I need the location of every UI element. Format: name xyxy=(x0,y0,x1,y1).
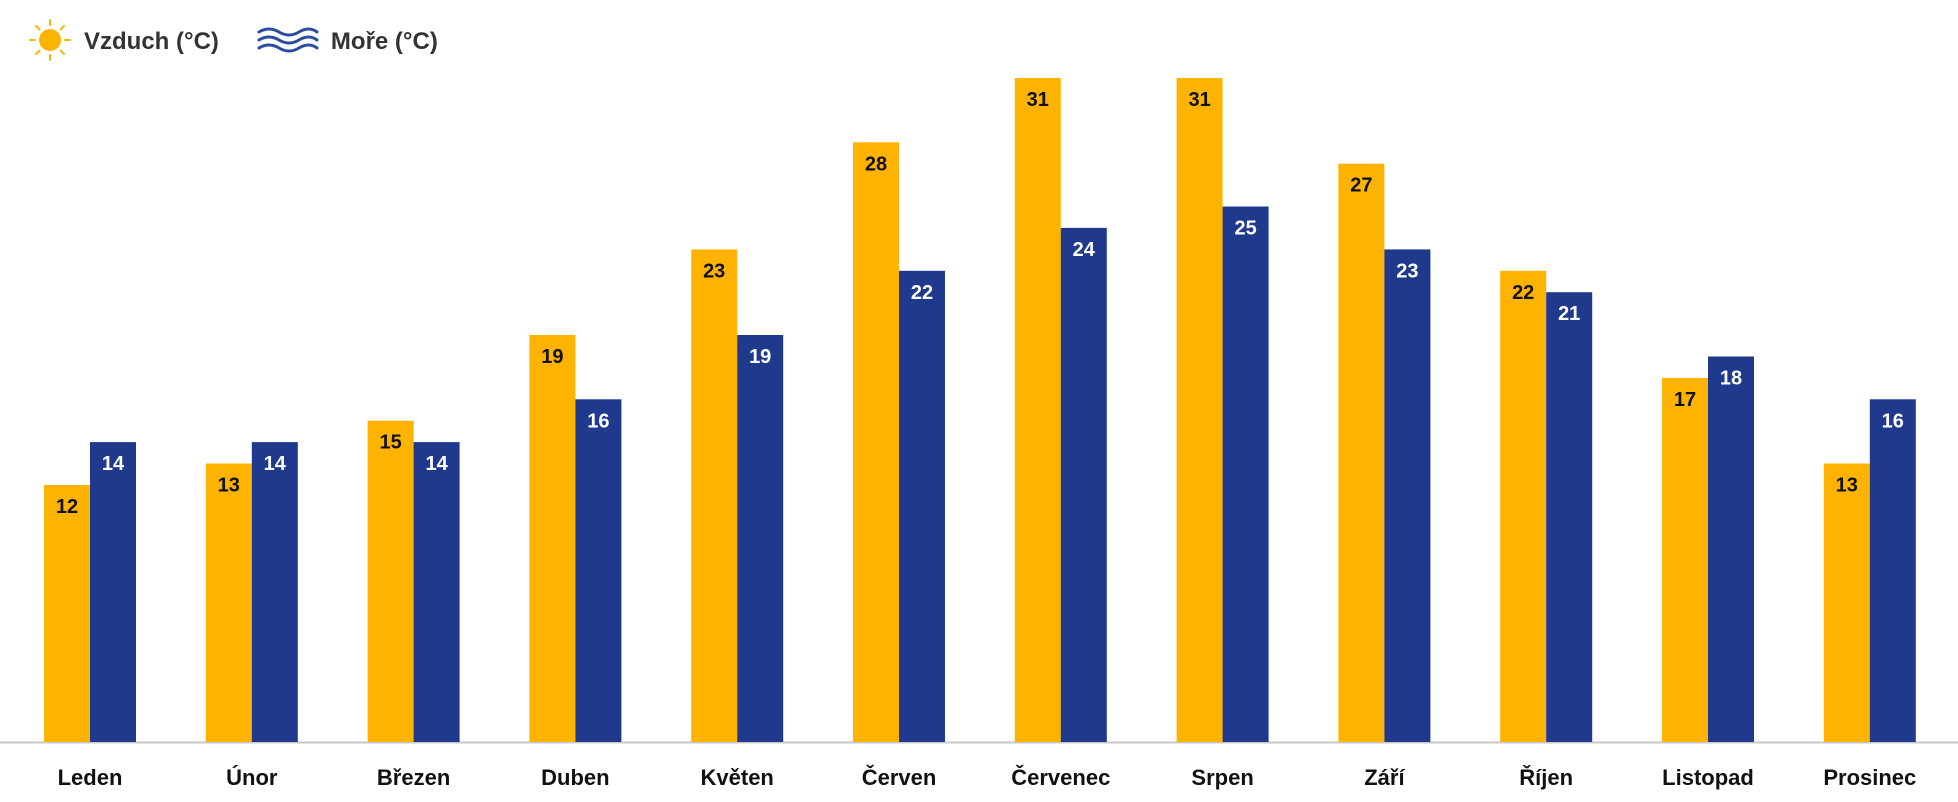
bar-air-3 xyxy=(367,420,414,742)
x-tick-label-8: Srpen xyxy=(1191,765,1253,790)
x-tick-label-11: Listopad xyxy=(1662,765,1754,790)
legend-label-air: Vzduch (°C) xyxy=(84,28,219,55)
x-tick-label-4: Duben xyxy=(541,765,609,790)
data-label-air-7: 31 xyxy=(1027,89,1049,111)
data-label-sea-9: 23 xyxy=(1396,260,1418,282)
legend: Vzduch (°C) Moře (°C) xyxy=(28,18,476,63)
legend-label-sea: Moře (°C) xyxy=(330,28,438,55)
bar-sea-11 xyxy=(1708,356,1754,742)
bar-air-9 xyxy=(1338,163,1385,742)
data-label-sea-4: 16 xyxy=(587,410,609,432)
bar-sea-8 xyxy=(1222,206,1269,742)
x-tick-label-2: Únor xyxy=(226,765,278,790)
sun-icon xyxy=(28,18,72,67)
bar-air-8 xyxy=(1176,78,1223,742)
bar-sea-2 xyxy=(251,442,298,742)
x-tick-label-1: Leden xyxy=(58,765,123,790)
x-tick-label-6: Červen xyxy=(862,765,937,790)
data-label-sea-1: 14 xyxy=(102,453,125,475)
x-tick-label-12: Prosinec xyxy=(1823,765,1916,790)
bar-air-6 xyxy=(853,142,899,743)
data-label-sea-11: 18 xyxy=(1720,368,1742,390)
x-tick-label-9: Září xyxy=(1364,765,1405,790)
bar-air-7 xyxy=(1014,78,1061,742)
data-label-sea-5: 19 xyxy=(749,346,771,368)
data-label-sea-2: 14 xyxy=(264,453,287,475)
data-label-sea-6: 22 xyxy=(911,282,933,304)
bar-air-11 xyxy=(1662,377,1708,742)
bar-sea-1 xyxy=(90,442,136,742)
bar-air-1 xyxy=(44,485,90,742)
data-label-sea-7: 24 xyxy=(1073,239,1096,261)
data-label-sea-10: 21 xyxy=(1558,303,1580,325)
data-label-air-9: 27 xyxy=(1350,175,1372,197)
data-label-air-5: 23 xyxy=(703,260,725,282)
legend-item-sea: Moře (°C) xyxy=(257,22,438,63)
data-label-air-6: 28 xyxy=(865,153,887,175)
legend-item-air: Vzduch (°C) xyxy=(28,18,219,67)
data-label-air-1: 12 xyxy=(56,496,78,518)
data-label-air-12: 13 xyxy=(1836,475,1858,497)
data-label-air-4: 19 xyxy=(541,346,563,368)
bar-air-4 xyxy=(529,335,576,742)
bar-sea-3 xyxy=(413,442,460,742)
data-label-sea-12: 16 xyxy=(1882,410,1904,432)
waves-icon xyxy=(257,22,319,63)
bar-sea-6 xyxy=(899,270,945,742)
bar-air-2 xyxy=(205,463,252,742)
bar-air-5 xyxy=(691,249,738,742)
bar-sea-9 xyxy=(1384,249,1431,742)
data-label-air-8: 31 xyxy=(1188,89,1210,111)
x-tick-label-7: Červenec xyxy=(1011,765,1110,790)
data-label-sea-8: 25 xyxy=(1234,218,1256,240)
bar-sea-5 xyxy=(737,335,784,742)
bar-sea-4 xyxy=(575,399,622,742)
bar-air-10 xyxy=(1500,270,1547,742)
bar-sea-12 xyxy=(1869,399,1916,742)
bar-air-12 xyxy=(1823,463,1870,742)
x-tick-label-3: Březen xyxy=(377,765,450,790)
data-label-air-2: 13 xyxy=(218,475,240,497)
x-tick-label-5: Květen xyxy=(701,765,774,790)
data-label-sea-3: 14 xyxy=(425,453,448,475)
bar-sea-10 xyxy=(1546,292,1593,742)
bar-sea-7 xyxy=(1060,227,1107,742)
data-label-air-10: 22 xyxy=(1512,282,1534,304)
data-label-air-11: 17 xyxy=(1674,389,1696,411)
data-label-air-3: 15 xyxy=(379,432,401,454)
x-tick-label-10: Říjen xyxy=(1519,765,1573,790)
